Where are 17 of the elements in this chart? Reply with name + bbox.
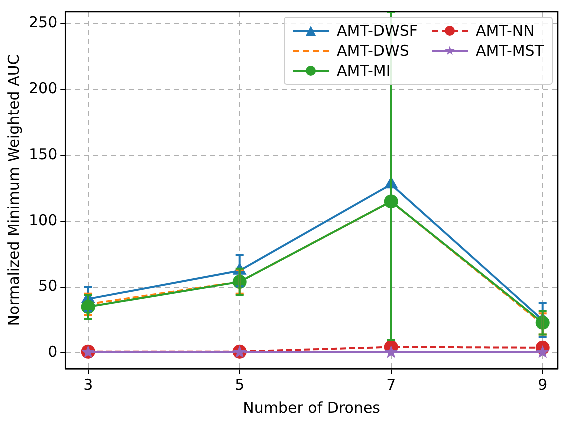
y-tick-label: 150 — [28, 145, 58, 164]
y-axis-title: Normalized Minimum Weighted AUC — [4, 54, 23, 326]
legend-label: AMT-MST — [476, 42, 544, 60]
legend-label: AMT-DWSF — [337, 22, 418, 40]
y-tick-label: 200 — [28, 80, 58, 98]
x-tick-label: 9 — [538, 376, 548, 394]
legend-label: AMT-DWS — [337, 42, 410, 60]
legend-label: AMT-NN — [476, 22, 535, 40]
y-tick-label: 0 — [48, 343, 58, 362]
legend-label: AMT-MI — [337, 62, 391, 80]
x-tick-label: 7 — [386, 376, 396, 394]
y-tick-label: 50 — [38, 277, 58, 296]
y-tick-label: 250 — [28, 14, 58, 32]
x-axis-title: Number of Drones — [243, 398, 381, 417]
x-tick-label: 3 — [84, 376, 94, 394]
x-tick-label: 5 — [235, 376, 245, 394]
y-tick-label: 100 — [28, 211, 58, 230]
